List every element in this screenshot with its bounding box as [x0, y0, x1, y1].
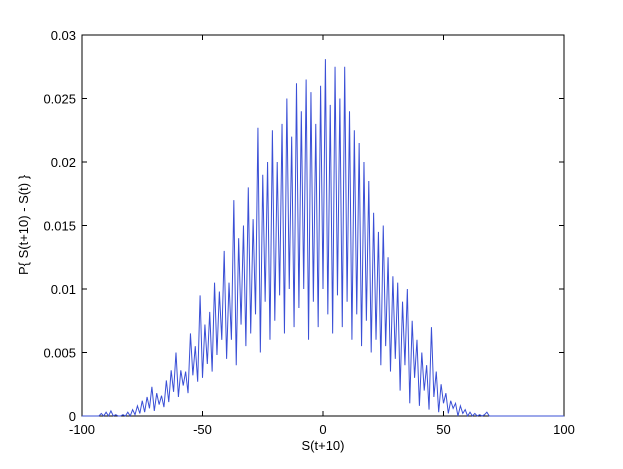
y-axis-label: P{ S(t+10) - S(t) }: [16, 174, 31, 275]
y-tick-label: 0.01: [51, 282, 76, 297]
x-tick-label: -100: [69, 422, 95, 437]
y-tick-label: 0.02: [51, 155, 76, 170]
data-line: [82, 59, 564, 418]
y-tick-label: 0.005: [43, 346, 76, 361]
x-tick-label: 100: [553, 422, 575, 437]
x-axis-label: S(t+10): [302, 438, 345, 453]
y-tick-label: 0: [69, 409, 76, 424]
y-tick-label: 0.03: [51, 28, 76, 43]
x-tick-label: -50: [193, 422, 212, 437]
x-tick-label: 0: [319, 422, 326, 437]
x-tick-label: 50: [436, 422, 450, 437]
y-tick-label: 0.015: [43, 219, 76, 234]
y-tick-label: 0.025: [43, 92, 76, 107]
plot-box: [81, 34, 565, 417]
